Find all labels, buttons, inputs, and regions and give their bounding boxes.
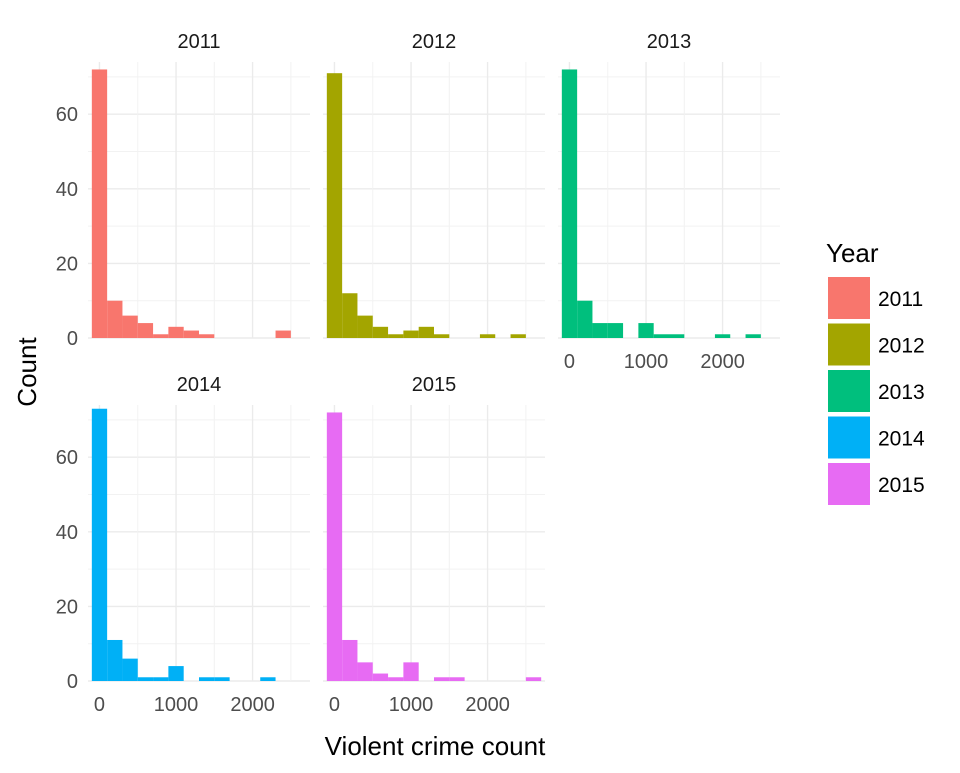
- y-tick-label: 60: [56, 104, 78, 126]
- legend-swatch-2014: [828, 416, 870, 459]
- x-tick-label: 0: [329, 694, 340, 716]
- x-tick-label: 2000: [700, 351, 745, 373]
- facet-panels: 2011 0 20 40 60 2012 2013 0 1000 2000 2014 0 20 40 60 0…: [56, 31, 780, 716]
- histogram-bar: [449, 677, 465, 681]
- histogram-bar: [91, 408, 108, 681]
- facet-title: 2011: [177, 31, 220, 53]
- gridlines: [323, 405, 545, 682]
- x-tick-label: 1000: [389, 694, 434, 716]
- facet-panel-2015: 2015 0 1000 2000: [323, 374, 545, 716]
- facet-title: 2014: [177, 374, 222, 396]
- histogram-bar: [372, 326, 389, 338]
- histogram-bar: [357, 315, 373, 338]
- histogram-bars: [91, 69, 291, 338]
- histogram-bar: [388, 334, 404, 338]
- histogram-bar: [168, 326, 184, 338]
- legend-label-2015: 2015: [878, 474, 925, 497]
- facet-title: 2012: [412, 31, 457, 53]
- histogram-bar: [434, 677, 450, 681]
- histogram-bar: [168, 666, 184, 681]
- histogram-bar: [388, 677, 404, 681]
- histogram-bar: [434, 334, 450, 338]
- histogram-bar: [745, 334, 761, 338]
- gridlines: [88, 62, 310, 339]
- facet-title: 2013: [647, 31, 692, 53]
- histogram-bar: [153, 334, 169, 338]
- histogram-bar: [653, 334, 669, 338]
- histogram-bar: [199, 677, 215, 681]
- y-tick-label: 0: [67, 328, 78, 350]
- facet-panel-2012: 2012: [323, 31, 545, 339]
- histogram-bar: [153, 677, 169, 681]
- histogram-bar: [510, 334, 526, 338]
- histogram-bar: [107, 639, 123, 681]
- legend-label-2011: 2011: [878, 288, 923, 311]
- histogram-bar: [326, 412, 343, 681]
- histogram-bar: [592, 323, 608, 338]
- histogram-bar: [479, 334, 496, 338]
- y-tick-label: 40: [56, 179, 78, 201]
- histogram-bars: [561, 69, 761, 338]
- histogram-bar: [326, 73, 343, 339]
- histogram-bar: [199, 334, 215, 338]
- y-tick-label: 60: [56, 447, 78, 469]
- histogram-bar: [183, 330, 199, 338]
- legend: Year 2011 2012 2013 2014 2015: [826, 238, 925, 505]
- histogram-bar: [122, 658, 138, 681]
- facet-title: 2015: [412, 374, 457, 396]
- y-axis-label: Count: [12, 337, 42, 407]
- facet-panel-2014: 2014 0 20 40 60 0 1000 2000: [56, 374, 310, 716]
- histogram-bar: [107, 300, 123, 338]
- legend-label-2013: 2013: [878, 381, 925, 404]
- x-tick-label: 1000: [624, 351, 669, 373]
- x-axis-label: Violent crime count: [325, 731, 546, 761]
- histogram-bar: [214, 677, 230, 681]
- gridlines: [558, 62, 780, 339]
- histogram-bar: [577, 300, 593, 338]
- histogram-bar: [418, 326, 434, 338]
- histogram-bar: [714, 334, 731, 338]
- histogram-bar: [91, 69, 108, 338]
- histogram-bar: [372, 673, 389, 681]
- facet-panel-2011: 2011 0 20 40 60: [56, 31, 310, 350]
- histogram-bar: [137, 677, 154, 681]
- y-tick-label: 20: [56, 253, 78, 275]
- gridlines: [88, 405, 310, 682]
- histogram-bars: [326, 412, 542, 681]
- histogram-bar: [260, 677, 276, 681]
- histogram-bar: [525, 677, 542, 681]
- x-tick-label: 1000: [154, 694, 199, 716]
- histogram-bar: [357, 662, 373, 681]
- histogram-bars: [326, 73, 526, 339]
- legend-label-2012: 2012: [878, 335, 925, 358]
- histogram-bar: [342, 293, 358, 338]
- y-tick-label: 0: [67, 671, 78, 693]
- x-tick-label: 0: [94, 694, 105, 716]
- histogram-bar: [122, 315, 138, 338]
- legend-swatch-2012: [828, 323, 870, 366]
- histogram-bars: [91, 408, 276, 681]
- y-tick-label: 40: [56, 522, 78, 544]
- histogram-bar: [607, 323, 624, 338]
- histogram-bar: [403, 330, 419, 338]
- legend-swatch-2013: [828, 370, 870, 412]
- histogram-bar: [669, 334, 685, 338]
- histogram-bar: [561, 69, 578, 338]
- legend-swatch-2011: [828, 277, 870, 319]
- facet-panel-2013: 2013 0 1000 2000: [558, 31, 780, 373]
- y-tick-label: 20: [56, 596, 78, 618]
- histogram-bar: [342, 639, 358, 681]
- legend-label-2014: 2014: [878, 428, 925, 451]
- legend-swatch-2015: [828, 463, 870, 505]
- histogram-bar: [638, 323, 654, 338]
- x-tick-label: 2000: [465, 694, 510, 716]
- x-tick-label: 2000: [230, 694, 275, 716]
- histogram-bar: [137, 323, 154, 338]
- histogram-bar: [275, 330, 291, 338]
- histogram-bar: [403, 662, 419, 681]
- x-tick-label: 0: [564, 351, 575, 373]
- legend-title: Year: [826, 238, 879, 268]
